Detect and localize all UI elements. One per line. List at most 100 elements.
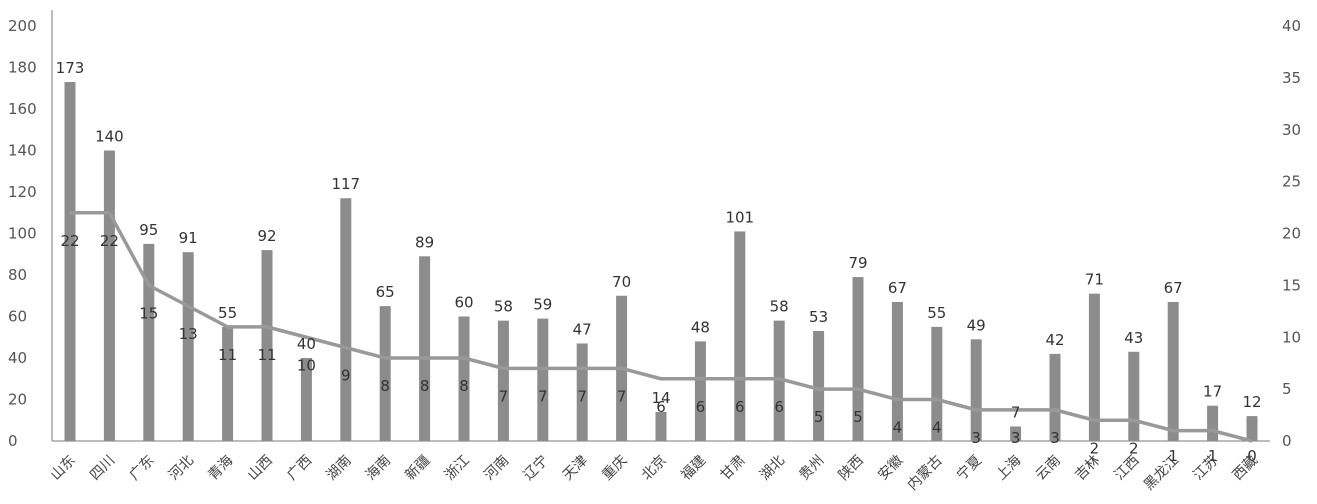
left-y-axis-ticks: 0 20 40 60 80 100 120 140 160 180 200 [8,17,37,450]
line-series [70,211,1253,443]
bar [852,277,864,441]
bar-value-label: 40 [297,335,316,353]
line-value-label: 6 [656,398,666,416]
right-y-tick-label: 40 [1282,17,1301,35]
line-path [70,211,1253,443]
line-value-label: 1 [1168,447,1178,465]
line-value-label: 1 [1208,447,1218,465]
line-value-label: 5 [814,408,824,426]
left-y-tick-label: 200 [8,17,37,35]
bar [537,318,549,441]
bar [970,339,982,441]
line-value-label: 2 [1090,439,1100,457]
x-category-label: 河北 [166,453,197,484]
left-y-tick-label: 80 [8,266,27,284]
bar [1049,353,1061,441]
bar [458,316,470,441]
bar-value-label: 55 [927,304,946,322]
bar [1010,426,1022,441]
bar [1088,293,1100,441]
line-value-label: 5 [853,408,863,426]
axes [51,10,1270,442]
x-category-label: 北京 [639,453,670,484]
x-category-label: 广西 [284,453,315,484]
bar [773,320,785,441]
left-y-tick-label: 140 [8,142,37,160]
bar-value-label: 49 [967,316,986,334]
line-value-label: 7 [617,387,627,405]
x-category-label: 新疆 [402,453,433,484]
bar-value-label: 48 [691,318,710,336]
line-value-label: 2 [1129,439,1139,457]
x-category-label: 安徽 [875,453,906,484]
bar [1167,301,1179,441]
right-y-tick-label: 10 [1282,328,1301,346]
x-category-label: 云南 [1033,453,1064,484]
bar [576,343,588,441]
bar [261,250,273,441]
left-y-tick-label: 180 [8,59,37,77]
x-category-label: 内蒙古 [905,453,946,494]
right-y-tick-label: 30 [1282,121,1301,139]
bar [891,301,903,441]
bar [64,82,76,442]
line-value-label: 9 [341,367,351,385]
bar [655,411,667,441]
line-value-label: 11 [257,346,276,364]
right-y-tick-label: 15 [1282,276,1301,294]
x-category-label: 湖北 [757,453,788,484]
bar-value-label: 47 [573,320,592,338]
bar [340,198,352,441]
bar-value-label: 70 [612,273,631,291]
bar-value-label: 92 [257,227,276,245]
line-value-label: 4 [932,419,942,437]
line-value-label: 3 [1011,429,1021,447]
line-value-label: 22 [100,232,119,250]
bar-value-label: 117 [331,175,360,193]
bar-value-label: 43 [1124,329,1143,347]
bar-value-label: 55 [218,304,237,322]
x-axis-category-labels: 山东 四川 广东 河北 青海 山西 广西 湖南 海南 新疆 浙江 河南 辽宁 天津 重庆 北京 福建 甘肃 湖北 贵州… [48,452,1261,494]
bar-value-label: 67 [1164,279,1183,297]
line-value-label: 7 [499,387,509,405]
bar [813,331,825,441]
bar [379,306,391,441]
x-category-label: 山东 [48,453,79,484]
left-y-tick-label: 100 [8,225,37,243]
bar [694,341,706,441]
line-value-label: 11 [218,346,237,364]
line-value-label: 0 [1247,447,1257,465]
bar-value-label: 91 [179,229,198,247]
bar [300,358,312,441]
x-category-label: 辽宁 [520,452,552,484]
x-category-label: 海南 [363,453,394,484]
x-category-label: 四川 [87,453,118,484]
x-category-label: 甘肃 [718,453,749,484]
x-category-label: 广东 [127,453,158,484]
bar-value-label: 101 [725,208,754,226]
bar-value-label: 58 [770,298,789,316]
x-category-label: 湖南 [324,453,355,484]
bar-value-label: 79 [848,254,867,272]
bar-value-label: 42 [1045,331,1064,349]
bar-value-label: 140 [95,128,124,146]
bar-series [64,82,1258,442]
x-category-label: 重庆 [599,453,630,484]
bar-value-label: 60 [454,294,473,312]
x-category-label: 天津 [560,453,591,484]
right-y-tick-label: 0 [1282,432,1292,450]
left-y-tick-label: 160 [8,100,37,118]
left-y-tick-label: 20 [8,391,27,409]
bar [734,231,746,441]
x-category-label: 福建 [678,453,709,484]
bar [419,256,431,441]
line-value-label: 13 [179,325,198,343]
right-y-tick-label: 35 [1282,69,1301,87]
bar [1128,351,1140,441]
x-category-label: 山西 [245,453,276,484]
line-value-label: 6 [735,398,745,416]
bar-value-label: 17 [1203,383,1222,401]
bar-value-label: 12 [1242,393,1261,411]
bar-value-label: 95 [139,221,158,239]
line-value-label: 22 [60,232,79,250]
